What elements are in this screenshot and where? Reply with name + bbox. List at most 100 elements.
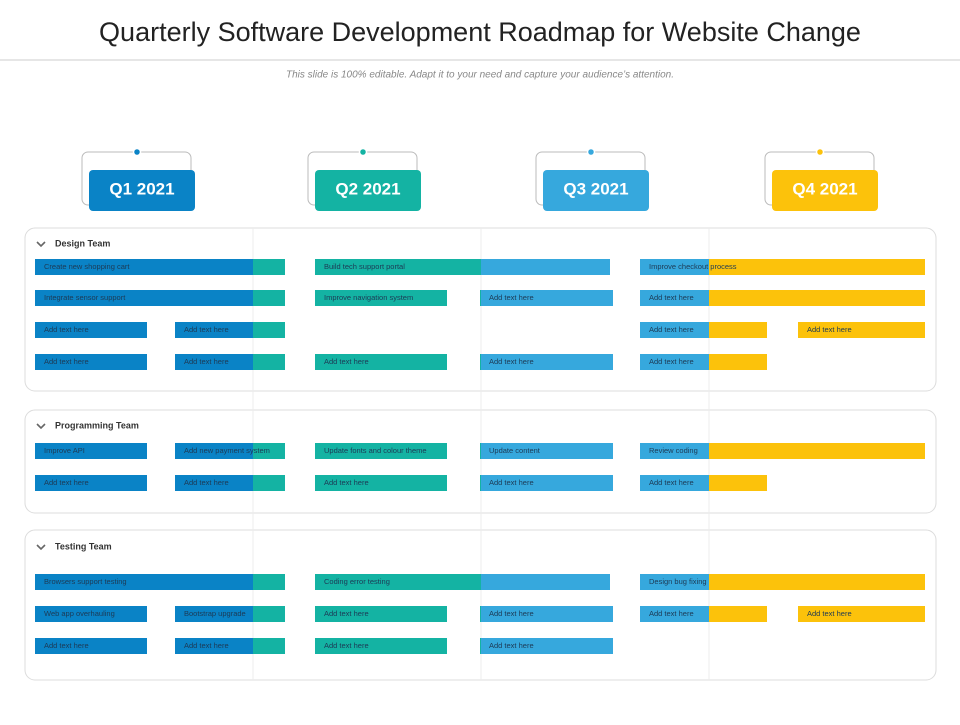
task-bar [315,354,447,370]
task-label: Create new shopping cart [44,262,130,271]
task-bar [480,638,481,654]
task-bar [315,290,447,306]
task-label: Add text here [807,325,852,334]
task-bar [709,475,767,491]
task: Improve checkout process [640,259,925,275]
card-dot [132,147,142,157]
task-bar [253,475,285,491]
task: Add text here [480,475,613,491]
task-bar [640,443,709,459]
task: Add text here [480,638,613,654]
task-bar [175,638,253,654]
task-label: Add text here [184,641,229,650]
task: Add text here [640,354,767,370]
task-bar [253,443,285,459]
task-label: Add text here [44,325,89,334]
task: Review coding [640,443,925,459]
task: Add text here [480,290,613,306]
task: Add text here [640,290,925,306]
task: Add text here [35,475,147,491]
content: Q1 2021 Q2 2021 Q3 2021 Q4 2021 Design Team C… [24,147,937,681]
task-bar [481,290,613,306]
card-dot [358,147,368,157]
task: Improve API [35,443,147,459]
quarter-label: Q2 2021 [335,179,400,198]
task-label: Add text here [807,609,852,618]
chevron [36,544,46,551]
task-bar [640,475,709,491]
task: Create new shopping cart [35,259,285,275]
task-label: Improve navigation system [324,293,413,302]
card [543,170,649,211]
task-label: Add text here [184,478,229,487]
card [315,170,421,211]
title: Quarterly Software Development Roadmap f… [99,17,861,47]
task-bar [481,475,613,491]
task-bar [640,322,709,338]
task-label: Add text here [489,357,534,366]
task-bar [709,574,925,590]
task: Add text here [35,354,147,370]
task: Add text here [798,322,925,338]
task-bar [480,290,481,306]
task-bar [480,606,481,622]
task-bar [798,322,925,338]
task-label: Add text here [324,478,369,487]
task-bar [709,606,767,622]
task-label: Add text here [184,325,229,334]
task-label: Coding error testing [324,577,390,586]
task-label: Add text here [324,357,369,366]
task: Add text here [175,475,285,491]
task: Add text here [640,475,767,491]
subtitle: This slide is 100% editable. Adapt it to… [286,70,674,81]
task: Add text here [640,322,767,338]
quarter-label: Q4 2021 [792,179,857,198]
task-bar [481,574,610,590]
task-label: Web app overhauling [44,609,115,618]
task-bar [253,574,285,590]
card-dot [815,147,825,157]
card [89,170,195,211]
task: Add text here [175,322,285,338]
task-label: Update fonts and colour theme [324,446,427,455]
task-bar [35,322,147,338]
task-label: Browsers support testing [44,577,127,586]
task-label: Improve API [44,446,85,455]
task: Integrate sensor support [35,290,285,306]
task: Add text here [315,475,447,491]
task-bar [315,443,447,459]
task: Build tech support portal [315,259,610,275]
task: Add text here [480,606,613,622]
task-bar [315,259,481,275]
task: Add text here [480,354,613,370]
task-bar [480,443,481,459]
task-bar [253,322,285,338]
card-dot [586,147,596,157]
quarter-label: Q3 2021 [563,179,628,198]
task-label: Add text here [44,478,89,487]
task-bar [35,475,147,491]
task-bar [253,606,285,622]
task: Add text here [315,606,447,622]
task-bar [709,290,925,306]
task-bar [315,475,447,491]
task: Add text here [315,354,447,370]
task-bar [640,290,709,306]
task-bar [481,259,610,275]
task: Improve navigation system [315,290,447,306]
card [772,170,878,211]
task-bar [798,606,925,622]
task: Coding error testing [315,574,610,590]
task-label: Review coding [649,446,698,455]
task: Design bug fixing [640,574,925,590]
task: Update fonts and colour theme [315,443,447,459]
task: Add new payment system [175,443,285,459]
task-bar [640,574,709,590]
task-label: Build tech support portal [324,262,405,271]
task-bar [35,606,147,622]
task-bar [175,354,253,370]
task-bar [253,638,285,654]
task-bar [709,259,925,275]
task: Add text here [640,606,767,622]
